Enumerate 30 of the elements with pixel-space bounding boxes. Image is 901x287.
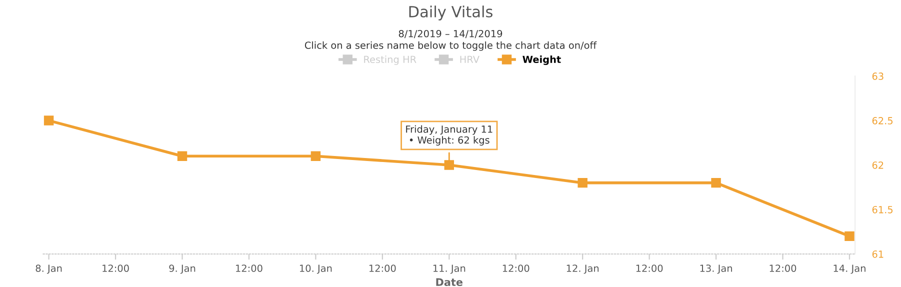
point <box>44 116 54 126</box>
x-tick-label: 13. Jan <box>700 264 732 274</box>
x-tick-label: 14. Jan <box>834 264 866 274</box>
x-tick-label: 12:00 <box>236 264 262 272</box>
point <box>310 151 321 161</box>
x-tick-label: 12:00 <box>502 264 530 272</box>
y-tick-label: 61 <box>872 250 884 258</box>
x-axis-title: Date <box>436 278 463 286</box>
x-tick-label: 12:00 <box>636 264 663 272</box>
point <box>578 178 588 188</box>
x-tick-label: 9. Jan <box>169 264 196 274</box>
legend-label: Weight <box>522 56 561 66</box>
point <box>711 178 721 188</box>
point <box>177 151 188 161</box>
point <box>444 160 454 170</box>
y-tick-label: 63 <box>872 72 884 80</box>
chart-title: Daily Vitals <box>409 6 492 20</box>
y-tick-label: 62.5 <box>872 117 893 124</box>
annotation: Friday, January 11 • Weight: 62 kgs <box>406 125 492 146</box>
x-tick-label: 12:00 <box>102 264 129 272</box>
x-tick-label: 8. Jan <box>36 264 62 274</box>
x-tick-label: 11. Jan <box>433 264 466 274</box>
point <box>844 231 854 242</box>
x-tick-label: 12:00 <box>770 264 796 272</box>
x-tick-label: 12. Jan <box>566 264 599 274</box>
y-tick-label: 61.5 <box>872 206 893 214</box>
x-tick-label: 12:00 <box>369 264 396 272</box>
x-tick-label: 10. Jan <box>300 264 332 274</box>
y-tick-label: 62 <box>872 162 884 169</box>
chart-subtitle: 8/1/2019 – 14/1/2019 Click on a series name below to toggle the chart data on/off <box>304 30 597 51</box>
